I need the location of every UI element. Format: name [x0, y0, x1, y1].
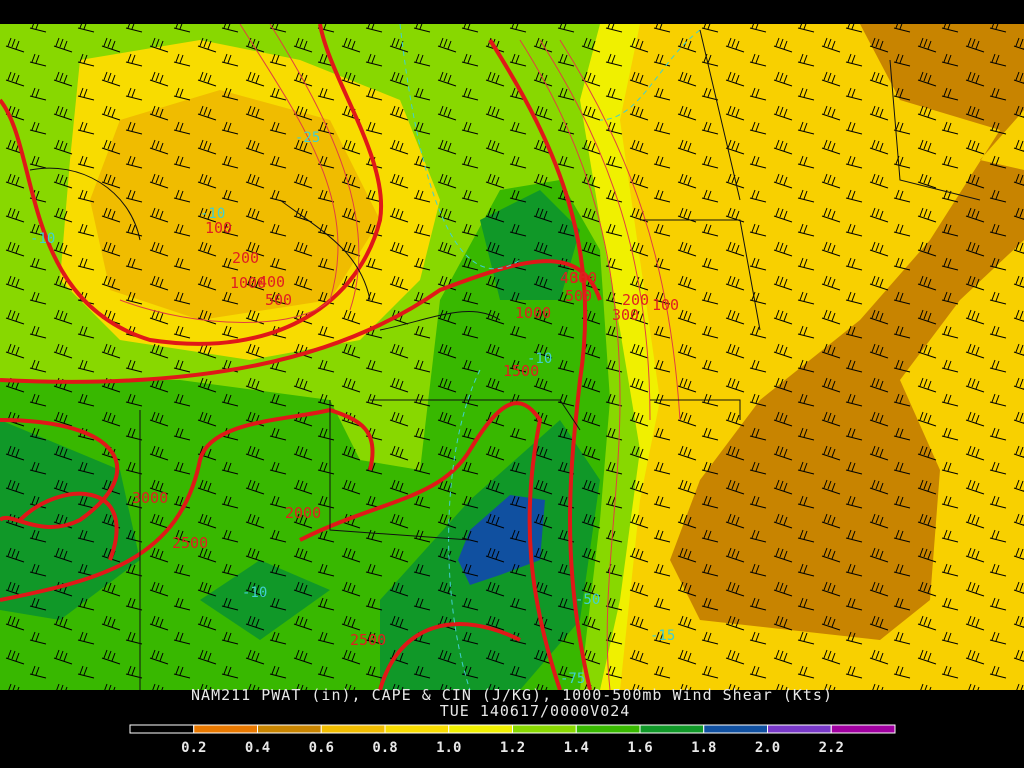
contour-label: 400	[560, 269, 587, 287]
valid-time: TUE 140617/0000V024	[440, 702, 631, 720]
contour-label: -25	[295, 130, 320, 146]
colorbar-swatch	[448, 724, 513, 734]
colorbar-swatch	[257, 724, 322, 734]
contour-label: 500	[265, 291, 292, 309]
contour-label: -10	[527, 351, 552, 367]
contour-label: 200	[232, 249, 259, 267]
colorbar-label: 0.4	[245, 740, 270, 756]
colorbar-swatch	[129, 724, 195, 734]
colorbar-swatch	[384, 724, 450, 734]
cin-contours	[119, 24, 681, 690]
colorbar-label: 0.2	[181, 740, 206, 756]
colorbar-label: 2.0	[755, 740, 780, 756]
contour-label: 300	[570, 269, 597, 287]
contour-label: -10	[30, 231, 55, 247]
colorbar-label: 1.4	[564, 740, 589, 756]
contour-label: 100	[652, 296, 679, 314]
contour-labels: 1002004001000500-25-10-10400500100030020…	[30, 130, 679, 687]
colorbar-label: 1.8	[691, 740, 716, 756]
wind-barbs	[0, 24, 1024, 690]
colorbar-label: 1.6	[627, 740, 652, 756]
colorbar-swatch	[320, 724, 386, 734]
contour-label: -50	[575, 592, 600, 608]
contour-label: -75	[560, 671, 585, 687]
contour-label: 2500	[350, 631, 386, 649]
colorbar-swatch	[703, 724, 768, 734]
colorbar-swatch	[575, 724, 641, 734]
contour-label: -10	[200, 206, 225, 222]
contour-label: 200	[622, 291, 649, 309]
state-borders	[29, 29, 981, 690]
contour-label: 1500	[503, 362, 539, 380]
colorbar-swatch	[830, 724, 896, 734]
colorbar-label: 0.6	[309, 740, 334, 756]
contour-label: 1000	[230, 274, 266, 292]
colorbar-label: 0.8	[372, 740, 397, 756]
colorbar-swatch	[767, 724, 832, 734]
contour-label: 100	[205, 219, 232, 237]
contour-label: -10	[242, 585, 267, 601]
colorbar-swatch	[639, 724, 705, 734]
contour-label: 1000	[515, 304, 551, 322]
cape-contours	[0, 24, 602, 690]
contour-label: 2500	[172, 534, 208, 552]
contour-label: 500	[565, 287, 592, 305]
contour-label: 400	[258, 273, 285, 291]
map	[0, 24, 1024, 690]
contour-label: 300	[612, 306, 639, 324]
map-title: NAM211 PWAT (in), CAPE & CIN (J/KG), 100…	[191, 686, 833, 704]
contour-label: 2000	[285, 504, 321, 522]
colorbar-label: 1.0	[436, 740, 461, 756]
colorbar: 0.2 0.4 0.6 0.8 1.0 1.2 1.4 1.6 1.8 2.0 2.2	[129, 724, 896, 756]
colorbar-label: 1.2	[500, 740, 525, 756]
cin-dashed	[399, 24, 701, 690]
colorbar-swatch	[193, 724, 258, 734]
contour-label: 3000	[132, 489, 168, 507]
colorbar-label: 2.2	[819, 740, 844, 756]
contour-label: -15	[650, 628, 675, 644]
colorbar-swatch	[512, 724, 577, 734]
